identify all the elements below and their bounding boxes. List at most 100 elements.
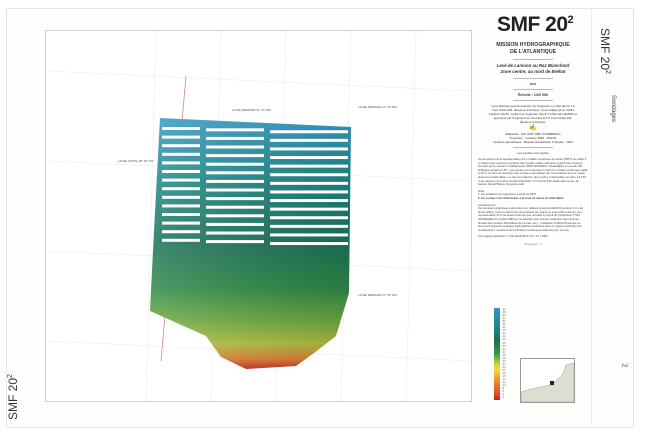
sheet-divider (591, 8, 592, 426)
depth-label: -46 (502, 329, 506, 333)
depth-label: -4 (502, 393, 505, 397)
mission-region: DE L'ATLANTIQUE (509, 49, 557, 55)
survey-gap (206, 222, 264, 226)
depth-label: -32 (502, 350, 506, 354)
footer-label: Sondages - 2 (524, 241, 542, 246)
survey-gap (162, 213, 200, 216)
depth-label: -12 (502, 381, 506, 385)
map-label-2: LIGNE LIMITE 48° 48' 000 (118, 159, 154, 163)
survey-gap (162, 170, 200, 173)
survey-gap (206, 154, 264, 158)
title-block: MISSION HYDROGRAPHIQUE DE L'ATLANTIQUE L… (478, 42, 588, 246)
survey-year: 2001 (529, 82, 537, 86)
note-2: 2. les sondes sont référencées à la zone… (478, 195, 565, 200)
description: Ce document est la représentation d'un m… (478, 157, 588, 187)
survey-gap (270, 242, 348, 246)
survey-gap (206, 214, 264, 218)
survey-gap (206, 136, 264, 140)
vertical-sheet-code-bottom: SMF 202 (6, 374, 20, 420)
location-marker (550, 381, 554, 385)
note-1: 1. les isobathes sont générées à partir … (478, 192, 537, 197)
page-number: 2 (620, 363, 628, 368)
depth-label: -60 (502, 308, 506, 311)
vertical-sheet-code: SMF 202 (598, 28, 612, 74)
depth-label: -36 (502, 344, 506, 348)
survey-gap (162, 187, 200, 191)
bathymetry-map: LIGNE MERIDIEN 6° 30' 000 LIGNE LIMITE 4… (45, 30, 472, 402)
survey-gap (206, 162, 264, 166)
survey-gap (206, 231, 264, 235)
depth-label: -28 (502, 356, 506, 360)
soundings-note: Les sondes sont réelles (517, 151, 549, 155)
depth-label: -30 (502, 353, 506, 357)
depth-label: -18 (502, 371, 506, 375)
survey-gap (270, 164, 348, 168)
survey-gap (162, 135, 200, 139)
warning-title: Avertissement : (478, 202, 498, 207)
note-title: Nota : (478, 188, 486, 193)
bathymetry-svg (45, 30, 472, 402)
survey-gap (206, 240, 264, 244)
survey-gap (270, 130, 348, 134)
survey-gap (270, 233, 348, 237)
survey-gap (162, 230, 200, 234)
sheet-side-label: Sondages (610, 95, 616, 123)
survey-gap (270, 156, 348, 160)
location-inset-map (520, 358, 575, 403)
depth-label: -10 (502, 384, 506, 388)
survey-gap (206, 205, 264, 209)
warning: Ce document graphique a été obtenu en ut… (478, 206, 583, 232)
depth-label: -54 (502, 317, 506, 321)
survey-title: Levé de Lannion au Raz Blanchard (496, 63, 570, 68)
depth-label: -14 (502, 378, 506, 382)
survey-zone: Zone centre, au nord de Bréhat (500, 69, 566, 74)
map-label-3: LIGNE MERIDIEN 6° 30' 000 (358, 105, 397, 109)
survey-gap (162, 195, 200, 199)
depth-scale-labels: -60 -58 -56 -54 -52 -50 -48 -46 -44 -42 -40 -38 -36-… (502, 308, 505, 399)
scale: Échelle : 1/20 000 (518, 93, 548, 97)
geodesy-1: Ellipsoïde : IAG GRS 1980 (CANBERRA) (505, 132, 561, 136)
depth-label: -50 (502, 323, 506, 327)
map-label-1: LIGNE MERIDIEN 6° 30' 000 (232, 108, 271, 112)
depth-label: -48 (502, 326, 506, 330)
signature: ✍ (529, 125, 537, 131)
depth-label: -56 (502, 314, 506, 318)
survey-gap (162, 204, 200, 208)
survey-gap (162, 221, 200, 225)
survey-gap (162, 238, 200, 242)
depth-label: -8 (502, 387, 505, 391)
depth-label: -34 (502, 347, 506, 351)
depth-label: -40 (502, 338, 506, 342)
survey-gap (162, 161, 200, 165)
survey-gap (270, 181, 348, 185)
survey-gap (162, 152, 200, 156)
depth-label: -24 (502, 362, 506, 366)
sheet-code: SMF 202 (497, 13, 574, 36)
depth-label: -6 (502, 390, 505, 394)
geodesy-2: Projection : Lambert 1993 - RGF93 (509, 136, 557, 140)
depth-label: -38 (502, 341, 506, 345)
survey-gap (206, 145, 264, 149)
survey-gaps (162, 127, 348, 246)
survey-gap (206, 188, 264, 192)
survey-gap (270, 138, 348, 142)
depth-label: -26 (502, 359, 506, 363)
mission-title: MISSION HYDROGRAPHIQUE (496, 42, 570, 48)
depth-label: -58 (502, 311, 506, 315)
survey-gap (206, 179, 264, 183)
survey-gap (270, 216, 348, 220)
survey-gap (162, 127, 200, 130)
report-reference: Voir rapport particulier n° 131 MHA/NP d… (478, 234, 548, 239)
depth-label: -2 (502, 396, 505, 400)
depth-color-scale (494, 308, 500, 400)
depth-label: -52 (502, 320, 506, 324)
survey-gap (270, 199, 348, 203)
depth-label: -44 (502, 332, 506, 336)
depth-label: -16 (502, 375, 506, 379)
survey-gap (206, 197, 264, 201)
survey-gap (270, 147, 348, 151)
survey-gap (270, 207, 348, 211)
depth-label: -22 (502, 365, 506, 369)
survey-gap (162, 144, 200, 148)
map-label-4: LIGNE MERIDIEN 6° 30' 000 (358, 293, 397, 297)
